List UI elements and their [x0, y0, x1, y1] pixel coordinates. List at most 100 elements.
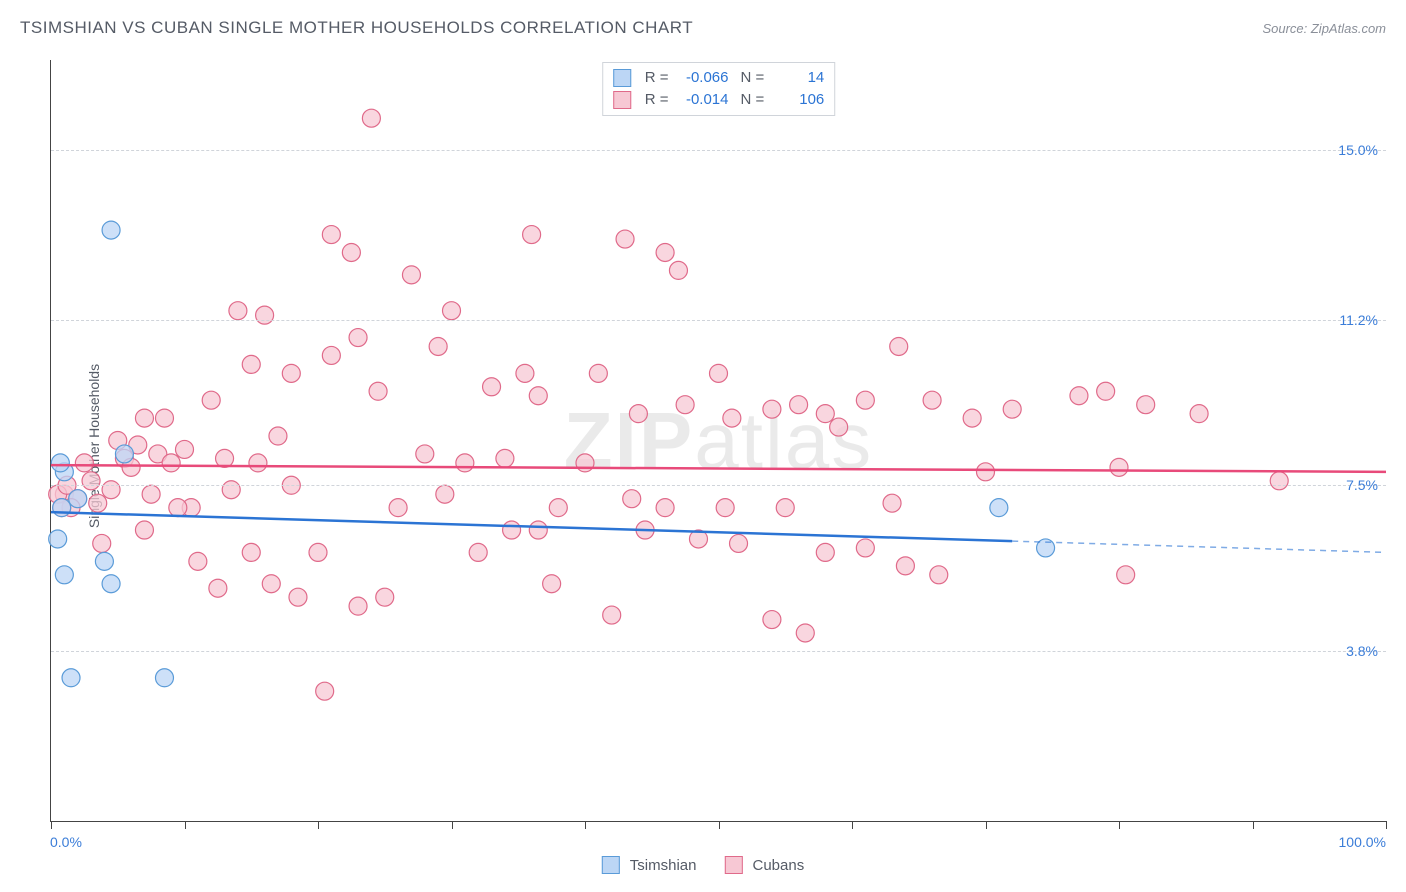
- data-point-cubans: [436, 485, 454, 503]
- data-point-cubans: [269, 427, 287, 445]
- data-point-cubans: [402, 266, 420, 284]
- data-point-cubans: [796, 624, 814, 642]
- legend-swatch-tsimshian: [602, 856, 620, 874]
- y-tick-label: 3.8%: [1346, 643, 1378, 659]
- data-point-cubans: [75, 454, 93, 472]
- data-point-tsimshian: [95, 552, 113, 570]
- data-point-cubans: [342, 243, 360, 261]
- data-point-cubans: [529, 521, 547, 539]
- data-point-tsimshian: [51, 454, 69, 472]
- data-point-cubans: [209, 579, 227, 597]
- data-point-cubans: [977, 463, 995, 481]
- data-point-cubans: [856, 539, 874, 557]
- data-point-tsimshian: [55, 566, 73, 584]
- data-point-cubans: [316, 682, 334, 700]
- y-tick-label: 11.2%: [1339, 312, 1378, 328]
- data-point-cubans: [469, 543, 487, 561]
- data-point-cubans: [963, 409, 981, 427]
- data-point-tsimshian: [155, 669, 173, 687]
- y-tick-label: 15.0%: [1338, 142, 1378, 158]
- data-point-cubans: [483, 378, 501, 396]
- data-point-cubans: [890, 337, 908, 355]
- data-point-cubans: [603, 606, 621, 624]
- scatter-svg: [51, 60, 1386, 821]
- data-point-cubans: [89, 494, 107, 512]
- data-point-cubans: [816, 543, 834, 561]
- data-point-cubans: [376, 588, 394, 606]
- data-point-cubans: [389, 499, 407, 517]
- data-point-cubans: [93, 534, 111, 552]
- data-point-cubans: [1003, 400, 1021, 418]
- data-point-cubans: [496, 449, 514, 467]
- data-point-cubans: [549, 499, 567, 517]
- x-tick: [318, 821, 319, 829]
- data-point-cubans: [135, 409, 153, 427]
- source-attribution: Source: ZipAtlas.com: [1262, 21, 1386, 36]
- legend-label-tsimshian: Tsimshian: [630, 857, 697, 874]
- data-point-cubans: [216, 449, 234, 467]
- grid-line: [51, 651, 1386, 652]
- data-point-cubans: [1190, 405, 1208, 423]
- data-point-cubans: [142, 485, 160, 503]
- data-point-cubans: [443, 302, 461, 320]
- data-point-cubans: [349, 597, 367, 615]
- legend-label-cubans: Cubans: [752, 857, 804, 874]
- grid-line: [51, 485, 1386, 486]
- data-point-cubans: [623, 490, 641, 508]
- data-point-cubans: [730, 534, 748, 552]
- x-tick: [51, 821, 52, 829]
- data-point-cubans: [790, 396, 808, 414]
- data-point-cubans: [1270, 472, 1288, 490]
- data-point-cubans: [169, 499, 187, 517]
- data-point-cubans: [676, 396, 694, 414]
- data-point-cubans: [883, 494, 901, 512]
- legend-item-tsimshian: Tsimshian: [602, 856, 697, 874]
- data-point-tsimshian: [49, 530, 67, 548]
- x-tick: [1119, 821, 1120, 829]
- data-point-cubans: [723, 409, 741, 427]
- data-point-tsimshian: [102, 221, 120, 239]
- data-point-cubans: [202, 391, 220, 409]
- data-point-cubans: [242, 355, 260, 373]
- data-point-cubans: [229, 302, 247, 320]
- data-point-cubans: [102, 481, 120, 499]
- x-tick: [852, 821, 853, 829]
- data-point-cubans: [1110, 458, 1128, 476]
- data-point-tsimshian: [990, 499, 1008, 517]
- data-point-cubans: [529, 387, 547, 405]
- data-point-cubans: [930, 566, 948, 584]
- data-point-tsimshian: [115, 445, 133, 463]
- data-point-cubans: [656, 243, 674, 261]
- data-point-cubans: [289, 588, 307, 606]
- data-point-cubans: [763, 400, 781, 418]
- data-point-tsimshian: [53, 499, 71, 517]
- data-point-cubans: [763, 611, 781, 629]
- data-point-cubans: [1070, 387, 1088, 405]
- trend-line-dashed-tsimshian: [1012, 541, 1386, 552]
- legend-swatch-cubans: [724, 856, 742, 874]
- data-point-cubans: [1137, 396, 1155, 414]
- data-point-cubans: [896, 557, 914, 575]
- data-point-cubans: [416, 445, 434, 463]
- x-tick: [986, 821, 987, 829]
- series-legend: Tsimshian Cubans: [602, 856, 804, 874]
- chart-container: TSIMSHIAN VS CUBAN SINGLE MOTHER HOUSEHO…: [0, 0, 1406, 892]
- data-point-cubans: [456, 454, 474, 472]
- data-point-cubans: [135, 521, 153, 539]
- title-bar: TSIMSHIAN VS CUBAN SINGLE MOTHER HOUSEHO…: [20, 18, 1386, 38]
- data-point-cubans: [710, 364, 728, 382]
- data-point-cubans: [589, 364, 607, 382]
- data-point-cubans: [155, 409, 173, 427]
- data-point-cubans: [162, 454, 180, 472]
- data-point-cubans: [362, 109, 380, 127]
- data-point-cubans: [222, 481, 240, 499]
- legend-item-cubans: Cubans: [724, 856, 804, 874]
- data-point-cubans: [516, 364, 534, 382]
- data-point-cubans: [576, 454, 594, 472]
- data-point-cubans: [176, 440, 194, 458]
- data-point-cubans: [82, 472, 100, 490]
- x-tick: [585, 821, 586, 829]
- plot-area: ZIPatlas R = -0.066 N = 14 R = -0.014 N …: [50, 60, 1386, 822]
- grid-line: [51, 150, 1386, 151]
- data-point-cubans: [523, 226, 541, 244]
